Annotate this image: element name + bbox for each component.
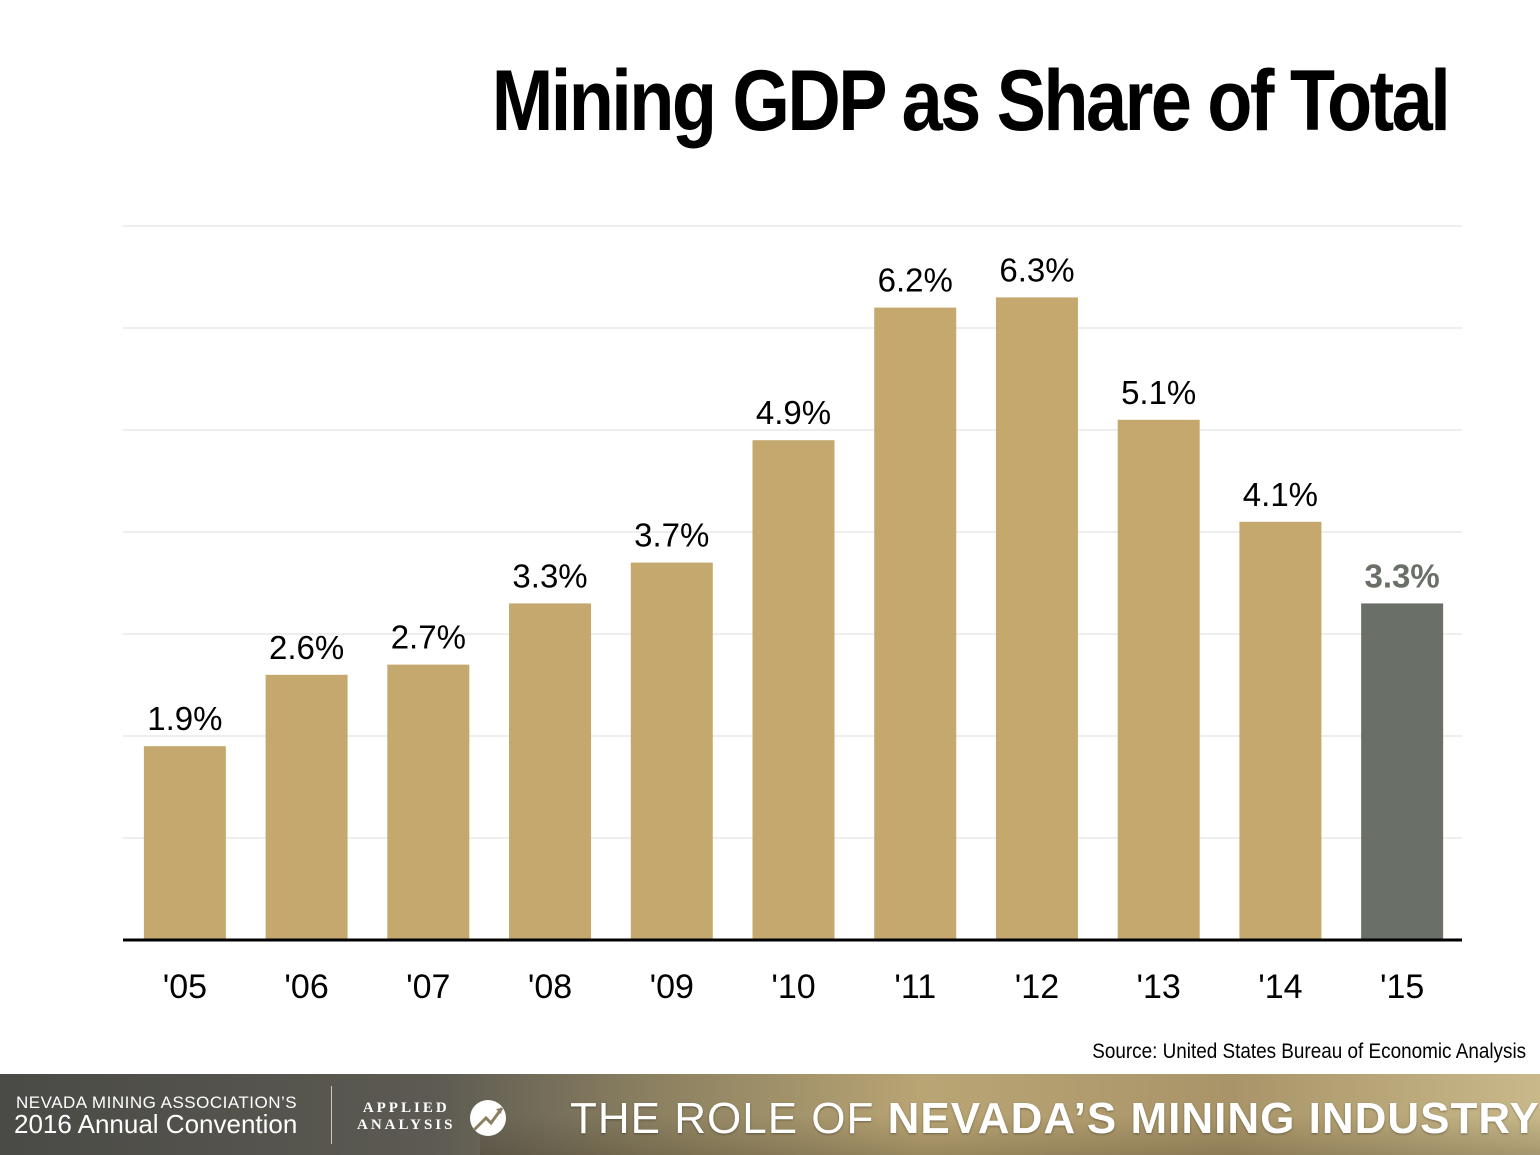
footer-divider <box>331 1086 332 1144</box>
bar-10 <box>1361 603 1444 940</box>
x-tick-labels: '05 '06 '07 '08 '09 '10 '11 '12 '13 '14 '15 <box>163 968 1425 1006</box>
logo-arrow-icon <box>470 1100 506 1136</box>
logo-line-2: ANALYSIS <box>357 1117 456 1133</box>
value-label-3: 3.3% <box>512 557 587 594</box>
value-label-0: 1.9% <box>147 700 222 737</box>
bar-2 <box>387 664 470 940</box>
x-tick-10: '15 <box>1380 968 1424 1006</box>
footer-association: NEVADA MINING ASSOCIATION’S <box>16 1093 298 1112</box>
footer-convention: 2016 Annual Convention <box>14 1109 298 1139</box>
x-tick-0: '05 <box>163 968 207 1006</box>
x-tick-7: '12 <box>1015 968 1059 1006</box>
bar-6 <box>874 307 957 941</box>
value-label-6: 6.2% <box>878 262 953 299</box>
bar-5 <box>752 440 835 940</box>
x-tick-5: '10 <box>771 968 815 1006</box>
value-label-1: 2.6% <box>269 629 344 666</box>
chart-title: Mining GDP as Share of Total <box>491 53 1451 149</box>
bars <box>143 297 1444 941</box>
footer-banner: NEVADA MINING ASSOCIATION’S 2016 Annual … <box>0 1074 1540 1155</box>
tagline-heavy: NEVADA’S MINING INDUSTRY <box>887 1094 1540 1143</box>
value-labels: 1.9% 2.6% 2.7% 3.3% 3.7% 4.9% 6.2% 6.3% 5.1% 4.1%… <box>147 251 1439 737</box>
footer-tagline: THE ROLE OF NEVADA’S MINING INDUSTRY <box>570 1094 1540 1144</box>
bar-4 <box>630 562 713 940</box>
x-tick-6: '11 <box>894 968 936 1006</box>
logo-line-1: APPLIED <box>362 1100 450 1116</box>
value-label-7: 6.3% <box>999 251 1074 288</box>
value-label-10: 3.3% <box>1365 557 1440 594</box>
x-tick-3: '08 <box>528 968 572 1006</box>
bar-9 <box>1239 521 1322 940</box>
bar-chart: 1.9% 2.6% 2.7% 3.3% 3.7% 4.9% 6.2% 6.3% 5.1% 4.1%… <box>123 225 1462 1006</box>
applied-analysis-logo: APPLIED ANALYSIS <box>357 1100 455 1134</box>
value-label-9: 4.1% <box>1243 476 1318 513</box>
x-tick-4: '09 <box>650 968 694 1006</box>
value-label-5: 4.9% <box>756 394 831 431</box>
bar-1 <box>265 674 348 940</box>
value-label-4: 3.7% <box>634 517 709 554</box>
x-tick-2: '07 <box>406 968 450 1006</box>
x-tick-1: '06 <box>284 968 328 1006</box>
value-label-8: 5.1% <box>1121 374 1196 411</box>
bar-3 <box>509 603 592 940</box>
bar-0 <box>143 746 226 940</box>
footer-landscape <box>480 1115 1540 1155</box>
tagline-light: THE ROLE OF <box>570 1094 888 1143</box>
bar-8 <box>1117 419 1200 940</box>
source-note: Source: United States Bureau of Economic… <box>1092 1040 1526 1063</box>
x-tick-8: '13 <box>1137 968 1181 1006</box>
x-tick-9: '14 <box>1258 968 1302 1006</box>
value-label-2: 2.7% <box>391 619 466 656</box>
bar-7 <box>995 297 1078 940</box>
